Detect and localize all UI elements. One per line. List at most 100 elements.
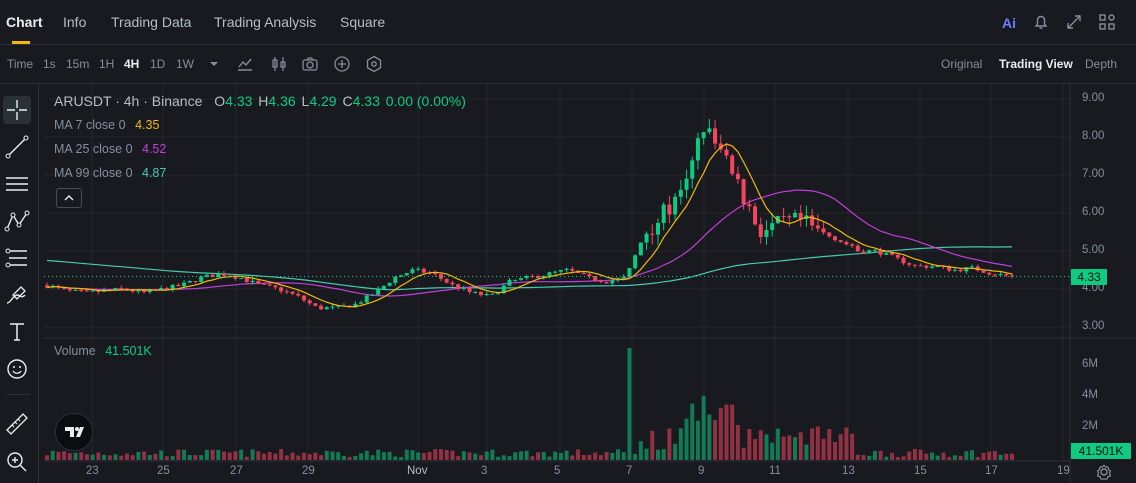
interval-dropdown-icon[interactable] (205, 55, 223, 73)
date-axis-label: 3 (481, 465, 488, 477)
bell-icon[interactable] (1031, 12, 1051, 32)
volume-bar (347, 456, 352, 460)
volume-bar (810, 428, 815, 460)
ruler-icon[interactable] (3, 410, 31, 438)
chart-type-icon[interactable] (236, 55, 254, 73)
volume-bar (598, 455, 603, 460)
volume-bar (513, 452, 518, 460)
interval-1w[interactable]: 1W (176, 57, 194, 71)
volume-bar (604, 451, 609, 460)
candle-body (284, 291, 289, 293)
volume-bar (296, 455, 301, 460)
candle-body (952, 269, 957, 271)
change-value: 0.00 (0.00%) (385, 93, 466, 109)
tab-chart[interactable]: Chart (6, 14, 43, 30)
volume-bar (50, 450, 55, 460)
volume-bar (330, 451, 335, 460)
volume-bar (793, 437, 798, 460)
volume-bar (45, 455, 49, 460)
candle-body (267, 284, 272, 286)
ma99-value: 4.87 (142, 166, 167, 180)
chart-settings-icon[interactable] (1095, 463, 1113, 481)
candle-body (570, 268, 575, 271)
candle-body (770, 223, 775, 231)
candle-body (484, 293, 489, 296)
camera-icon[interactable] (301, 55, 319, 73)
tab-info[interactable]: Info (63, 14, 87, 30)
tab-square[interactable]: Square (340, 14, 386, 30)
candle-body (159, 287, 164, 291)
volume-bar (947, 456, 952, 460)
collapse-legend-button[interactable] (56, 188, 82, 208)
volume-bar (781, 436, 786, 460)
volume-bar (438, 449, 443, 460)
volume-bar (935, 455, 940, 460)
volume-bar (981, 452, 986, 460)
tab-trading-analysis[interactable]: Trading Analysis (214, 14, 317, 30)
text-tool-icon[interactable] (3, 318, 31, 346)
chart-toolbar: Time 1s 15m 1H 4H 1D 1W Original Trading… (0, 45, 1136, 84)
volume-bar (747, 428, 752, 460)
view-original[interactable]: Original (941, 57, 983, 71)
volume-bar (655, 449, 660, 460)
emoji-icon[interactable] (3, 355, 31, 383)
volume-bar (633, 453, 638, 460)
candle-body (638, 242, 643, 256)
crosshair-icon[interactable] (3, 96, 31, 124)
pattern-icon[interactable] (3, 207, 31, 235)
brush-icon[interactable] (3, 281, 31, 309)
settings-icon[interactable] (365, 55, 383, 73)
volume-bar (261, 453, 266, 460)
tradingview-logo[interactable] (55, 413, 93, 451)
candle-body (798, 212, 803, 220)
high-value: 4.36 (268, 93, 296, 109)
candle-body (758, 224, 763, 238)
volume-bar (530, 456, 535, 460)
fib-retracement-icon[interactable] (3, 244, 31, 272)
candle-body (707, 128, 712, 133)
candle-body (364, 295, 369, 303)
add-indicator-icon[interactable] (333, 55, 351, 73)
candle-body (581, 272, 586, 275)
expand-icon[interactable] (1064, 12, 1084, 32)
candle-body (964, 267, 969, 272)
candle-body (970, 266, 975, 268)
interval-1d[interactable]: 1D (150, 57, 166, 71)
tab-trading-data[interactable]: Trading Data (111, 14, 192, 30)
interval-15m[interactable]: 15m (66, 57, 90, 71)
volume-bar (890, 452, 895, 460)
volume-bar (130, 455, 135, 460)
close-value: 4.33 (352, 93, 380, 109)
interval-1s[interactable]: 1s (43, 57, 56, 71)
volume-bar (547, 456, 552, 460)
candle-body (301, 295, 306, 301)
volume-bar (930, 452, 935, 460)
ai-icon[interactable]: Ai (1000, 12, 1020, 32)
candle-body (467, 287, 472, 292)
indicators-icon[interactable] (270, 55, 288, 73)
candle-body (587, 274, 592, 276)
candle-body (239, 278, 244, 280)
interval-1h[interactable]: 1H (99, 57, 115, 71)
volume-bar (216, 449, 221, 460)
candle-body (655, 222, 660, 235)
candle-body (650, 233, 655, 235)
candle-body (96, 290, 101, 292)
volume-bar (187, 455, 192, 460)
candle-body (496, 293, 501, 295)
trend-line-icon[interactable] (3, 133, 31, 161)
volume-bar (267, 452, 272, 460)
candle-body (347, 305, 352, 308)
layout-grid-icon[interactable] (1097, 12, 1117, 32)
candle-body (164, 287, 169, 291)
interval-4h[interactable]: 4H (124, 57, 140, 71)
view-trading-view[interactable]: Trading View (999, 57, 1073, 71)
close-label: C (342, 93, 353, 109)
view-depth[interactable]: Depth (1085, 57, 1118, 71)
horizontal-lines-icon[interactable] (3, 170, 31, 198)
zoom-in-icon[interactable] (3, 448, 31, 476)
candle-body (616, 278, 621, 281)
candle-body (627, 268, 632, 277)
candle-body (810, 215, 815, 226)
volume-axis-label: 2M (1082, 420, 1098, 432)
